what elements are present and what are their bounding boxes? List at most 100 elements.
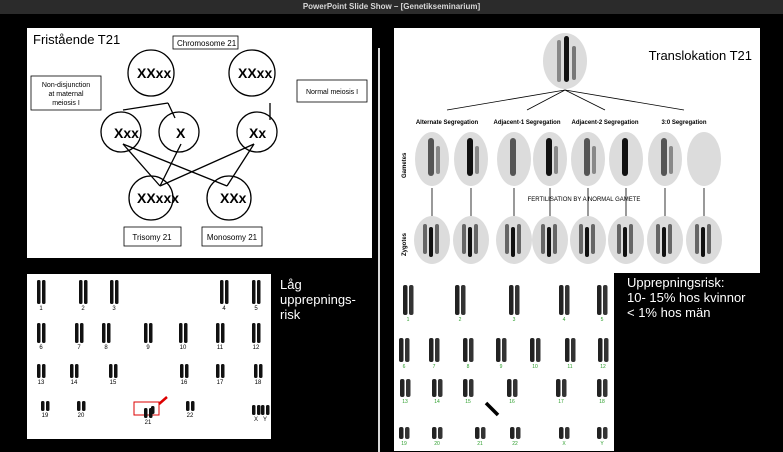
karyotype-label: 13 xyxy=(38,380,45,386)
chromosome-shape xyxy=(186,401,190,411)
chromosome-shape xyxy=(467,138,473,176)
chromosome-shape xyxy=(41,401,45,411)
chromosome-shape xyxy=(399,427,404,439)
segregation-label-1: Alternate Segregation xyxy=(416,120,479,126)
chromosome-shape xyxy=(252,405,256,415)
chromosome-shape xyxy=(707,224,711,254)
slide: Fristående T21 XXxx X Xx xyxy=(0,14,783,452)
chromosome-shape xyxy=(597,427,602,439)
chromosome-shape xyxy=(513,379,518,397)
chromosome-shape xyxy=(261,405,265,415)
chromosome-shape xyxy=(114,364,118,378)
karyotype-label: X xyxy=(254,417,258,423)
chromosome-shape xyxy=(623,227,627,257)
chromosome-shape xyxy=(579,224,583,254)
chromosome-shape xyxy=(82,401,86,411)
chromosome-shape xyxy=(403,285,408,315)
chromosome-shape xyxy=(79,280,83,304)
karyotype-label: 6 xyxy=(403,364,406,370)
karyotype-label: 19 xyxy=(42,413,49,419)
chromosome-shape xyxy=(428,138,434,176)
karyotype-label: 2 xyxy=(459,317,462,323)
chromosome-shape xyxy=(42,364,46,378)
chromosome-shape xyxy=(46,401,50,411)
chromosome-shape xyxy=(42,323,46,343)
chromosome-shape xyxy=(598,338,603,362)
left-caption: Låg upprepnings- risk xyxy=(280,277,375,322)
karyotype-label: 1 xyxy=(407,317,410,323)
chromosome-shape xyxy=(629,224,633,254)
svg-text:XXxx: XXxx xyxy=(137,65,171,81)
left-caption-line-2: upprepnings- xyxy=(280,292,356,307)
right-title: Translokation T21 xyxy=(648,48,752,63)
karyotype-label: 13 xyxy=(402,399,408,405)
chromosome-shape xyxy=(220,280,224,304)
chromosome-shape xyxy=(252,280,256,304)
chromosome-shape xyxy=(399,338,404,362)
chromosome-shape xyxy=(463,338,468,362)
chromosome-shape xyxy=(556,379,561,397)
karyotype-label: 8 xyxy=(467,364,470,370)
chromosome-shape xyxy=(481,427,486,439)
chromosome-shape xyxy=(180,364,184,378)
chromosome-shape xyxy=(37,364,41,378)
chromosome-shape xyxy=(191,401,195,411)
karyotype-label: 18 xyxy=(599,399,605,405)
nondisjunction-diagram: XXxx XXxx Xxx X Xx XXxxx XXx Chromosome … xyxy=(30,35,368,247)
chromosome-shape xyxy=(77,401,81,411)
chromosome-shape xyxy=(259,364,263,378)
chromosome-shape xyxy=(546,138,552,176)
chromosome-shape xyxy=(474,224,478,254)
karyotype-label: 12 xyxy=(253,345,260,351)
chromosome-shape xyxy=(149,323,153,343)
chromosome-shape xyxy=(185,364,189,378)
right-caption-line-2: 10- 15% hos kvinnor xyxy=(627,290,746,305)
translocation-diagram: Alternate Segregation Adjacent-1 Segrega… xyxy=(402,33,722,264)
chromosome-shape xyxy=(584,138,590,176)
translocation-panel: Translokation T21 Alternate Segregation … xyxy=(394,28,760,273)
zygotes-row-label: Zygotes xyxy=(402,232,408,256)
segregation-label-3: Adjacent-2 Segregation xyxy=(571,120,638,126)
chromosome-shape xyxy=(661,138,667,176)
karyotype-right-panel: 1 2 3 4 5 6 7 8 9 10 11 12 13 14 15 16 17 18 19 20 21 22 X Y xyxy=(394,273,614,451)
chromosome-shape xyxy=(554,146,558,174)
chromosome-shape xyxy=(502,338,507,362)
karyotype-label: Y xyxy=(600,441,604,447)
left-title: Fristående T21 xyxy=(33,32,121,47)
chromosome-shape xyxy=(435,224,439,254)
chromosome-shape xyxy=(571,338,576,362)
chromosome-shape xyxy=(604,338,609,362)
karyotype-label: 10 xyxy=(180,345,187,351)
chromosome-shape xyxy=(144,323,148,343)
gamete-cell xyxy=(687,132,721,186)
chromosome-shape xyxy=(109,364,113,378)
svg-text:Xx: Xx xyxy=(249,125,266,141)
chromosome-shape xyxy=(110,280,114,304)
karyotype-label: 20 xyxy=(78,413,85,419)
normal-meiosis-label: Normal meiosis I xyxy=(306,89,358,96)
chromosome-shape xyxy=(505,224,509,254)
right-caption-line-3: < 1% hos män xyxy=(627,305,711,320)
chromosome-shape xyxy=(461,285,466,315)
karyotype-label: 1 xyxy=(39,306,43,312)
chromosome-shape xyxy=(597,285,602,315)
chromosome-shape xyxy=(257,405,261,415)
karyotype-label: 16 xyxy=(509,399,515,405)
chromosome-shape xyxy=(475,146,479,174)
chromosome-shape xyxy=(469,338,474,362)
karyotype-label: 22 xyxy=(512,441,518,447)
svg-text:XXxx: XXxx xyxy=(238,65,272,81)
chromosome-shape xyxy=(656,224,660,254)
left-caption-line-3: risk xyxy=(280,307,301,322)
chromosome-shape xyxy=(37,323,41,343)
chromosome-shape xyxy=(179,323,183,343)
chromosome-shape xyxy=(70,364,74,378)
chromosome-shape xyxy=(701,227,705,257)
chromosome-shape xyxy=(510,427,515,439)
chromosome-shape xyxy=(102,323,106,343)
segregation-label-2: Adjacent-1 Segregation xyxy=(493,120,560,126)
karyotype-label: 12 xyxy=(600,364,606,370)
chromosome-shape xyxy=(496,338,501,362)
